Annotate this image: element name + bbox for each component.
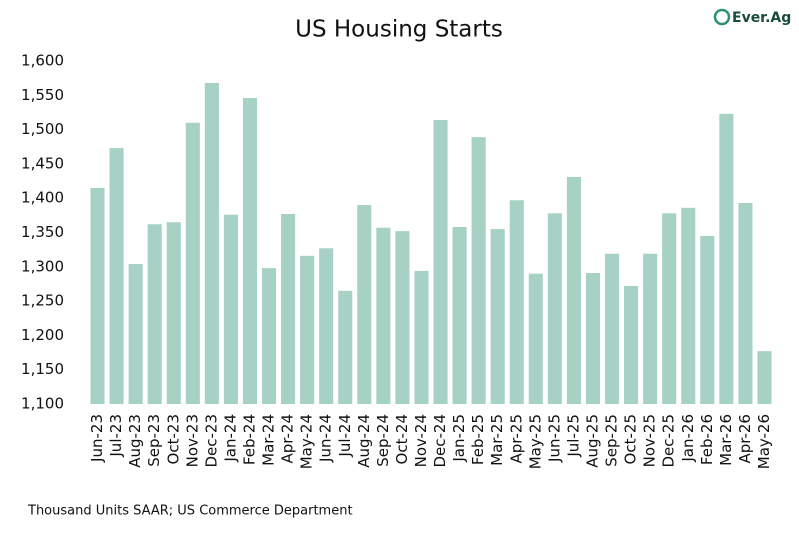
x-tick-label: Nov-24: [412, 414, 430, 467]
bar: [242, 98, 258, 404]
bar: [547, 213, 562, 404]
bar: [585, 272, 601, 404]
y-tick-label: 1,600: [21, 52, 64, 70]
bar: [414, 270, 429, 404]
x-tick-label: May-24: [298, 414, 316, 469]
x-tick-label: Aug-23: [126, 414, 144, 468]
x-tick-label: Jul-24: [336, 414, 354, 458]
y-tick-label: 1,250: [21, 292, 64, 310]
bar: [662, 213, 677, 404]
bar: [185, 122, 200, 405]
bar: [395, 231, 410, 404]
bar: [452, 227, 467, 404]
x-tick-label: Apr-25: [507, 414, 525, 464]
y-tick-label: 1,300: [21, 257, 64, 275]
x-tick-label: Oct-23: [164, 414, 182, 464]
bar: [147, 224, 162, 404]
x-tick-label: Jun-23: [88, 414, 106, 463]
x-tick-label: Aug-25: [583, 414, 601, 468]
bar: [471, 137, 486, 404]
x-tick-label: Feb-24: [240, 414, 258, 465]
x-tick-label: Jan-25: [450, 414, 468, 463]
x-tick-label: Dec-25: [660, 414, 678, 468]
bar: [204, 82, 219, 405]
x-tick-label: Sep-24: [374, 414, 392, 467]
bar: [433, 119, 448, 404]
x-tick-label: Feb-26: [698, 414, 716, 465]
bar: [624, 286, 639, 404]
y-tick-label: 1,150: [21, 360, 64, 378]
x-tick-label: Sep-23: [145, 414, 163, 467]
x-tick-label: Aug-24: [355, 414, 373, 468]
chart-title: US Housing Starts: [295, 17, 503, 43]
x-tick-label: Jul-23: [107, 414, 125, 458]
x-tick-label: Nov-23: [183, 414, 201, 467]
bar: [643, 253, 658, 404]
bar: [566, 176, 581, 404]
x-tick-label: Jan-26: [679, 414, 697, 463]
logo: Ever.Ag: [713, 8, 791, 26]
logo-icon: [713, 8, 731, 26]
bar: [300, 255, 315, 404]
x-tick-label: Jun-25: [545, 414, 563, 463]
x-tick-label: Mar-26: [717, 414, 735, 466]
bar: [261, 268, 277, 404]
x-tick-label: Oct-25: [622, 414, 640, 464]
x-tick-label: Jul-25: [564, 414, 582, 458]
bar: [528, 273, 543, 404]
source-note: Thousand Units SAAR; US Commerce Departm…: [27, 504, 353, 519]
bar: [719, 113, 734, 405]
bar: [700, 235, 715, 404]
y-tick-label: 1,100: [21, 395, 64, 413]
x-tick-label: Dec-24: [431, 414, 449, 468]
y-tick-label: 1,550: [21, 86, 64, 104]
bar: [109, 148, 124, 404]
x-tick-label: May-25: [526, 414, 544, 469]
y-tick-label: 1,500: [21, 120, 64, 138]
x-tick-label: May-26: [755, 414, 773, 469]
x-tick-label: Mar-24: [260, 414, 278, 466]
x-tick-label: Jan-24: [221, 414, 239, 463]
x-tick-label: Nov-25: [641, 414, 659, 467]
x-tick-label: Jun-24: [317, 414, 335, 463]
y-tick-label: 1,350: [21, 223, 64, 241]
y-tick-label: 1,200: [21, 326, 64, 344]
x-tick-label: Mar-25: [488, 414, 506, 466]
bar: [357, 205, 372, 404]
bar: [604, 253, 620, 404]
bar: [757, 351, 772, 404]
brand: Ever.Ag: [732, 10, 791, 26]
bar: [376, 227, 391, 404]
x-tick-label: Oct-24: [393, 414, 411, 464]
x-tick-label: Feb-25: [469, 414, 487, 465]
x-tick-label: Apr-24: [279, 414, 297, 464]
bar: [509, 200, 524, 404]
x-tick-label: Apr-26: [736, 414, 754, 464]
x-tick-label: Dec-23: [202, 414, 220, 468]
bar: [738, 203, 753, 404]
bar: [223, 214, 238, 404]
bar: [90, 187, 105, 404]
bar: [281, 213, 296, 404]
x-tick-label: Sep-25: [603, 414, 621, 467]
bar: [319, 248, 334, 404]
bar: [166, 222, 181, 404]
bar: [128, 264, 143, 404]
bar: [338, 290, 353, 404]
bar: [490, 229, 505, 404]
y-tick-label: 1,400: [21, 189, 64, 207]
bar: [681, 207, 696, 404]
y-tick-label: 1,450: [21, 154, 64, 172]
